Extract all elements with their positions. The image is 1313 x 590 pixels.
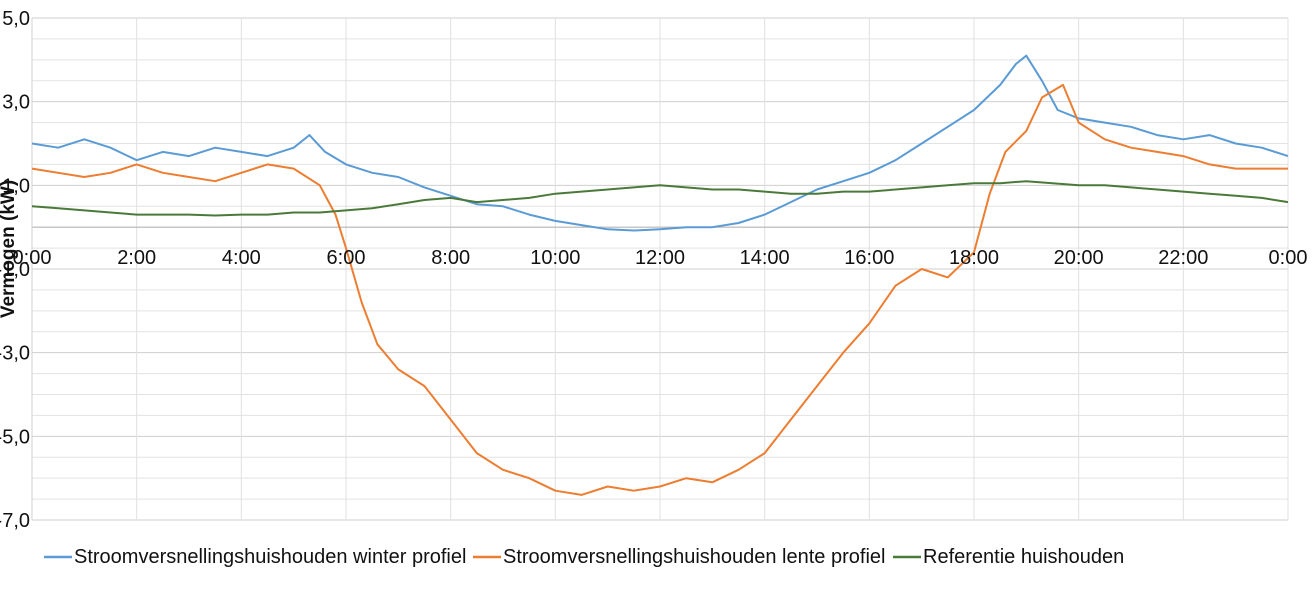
y-tick-label: -7,0 — [0, 510, 30, 532]
x-tick-labels: 0:00 2:00 4:00 6:00 8:00 10:00 12:00 14:00 16:00… — [13, 247, 1308, 269]
x-tick-label: 10:00 — [530, 247, 580, 269]
x-tick-label: 0:00 — [1269, 247, 1308, 269]
series-line-3 — [31, 180, 1289, 217]
y-tick-label: 1,0 — [2, 175, 30, 197]
legend: Stroomversnellingshuishouden winter prof… — [44, 546, 1124, 568]
legend-label-3: Referentie huishouden — [923, 546, 1124, 568]
x-tick-label: 4:00 — [222, 247, 261, 269]
x-tick-label: 12:00 — [635, 247, 685, 269]
y-tick-label: -1,0 — [0, 259, 30, 281]
y-tick-label: 3,0 — [2, 92, 30, 114]
y-tick-label: 5,0 — [2, 8, 30, 30]
legend-label-2: Stroomversnellingshuishouden lente profi… — [503, 546, 885, 568]
series-line-1 — [31, 54, 1289, 232]
x-tick-label: 20:00 — [1054, 247, 1104, 269]
x-tick-label: 22:00 — [1158, 247, 1208, 269]
x-tick-label: 6:00 — [327, 247, 366, 269]
axes — [31, 18, 1288, 520]
x-tick-label: 2:00 — [117, 247, 156, 269]
series-line-2 — [31, 83, 1288, 496]
x-tick-label: 0:00 — [13, 247, 52, 269]
y-axis-label: Vermogen (kW) — [0, 180, 19, 318]
x-tick-label: 18:00 — [949, 247, 999, 269]
x-tick-label: 16:00 — [844, 247, 894, 269]
series-group — [31, 54, 1289, 496]
legend-label-1: Stroomversnellingshuishouden winter prof… — [74, 546, 466, 568]
x-tick-label: 8:00 — [431, 247, 470, 269]
grid — [31, 17, 1289, 521]
y-tick-labels: 5,0 3,0 1,0 -1,0 -3,0 -5,0 -7,0 — [0, 8, 30, 532]
y-tick-label: -3,0 — [0, 343, 30, 365]
x-tick-label: 14:00 — [740, 247, 790, 269]
y-tick-label: -5,0 — [0, 426, 30, 448]
